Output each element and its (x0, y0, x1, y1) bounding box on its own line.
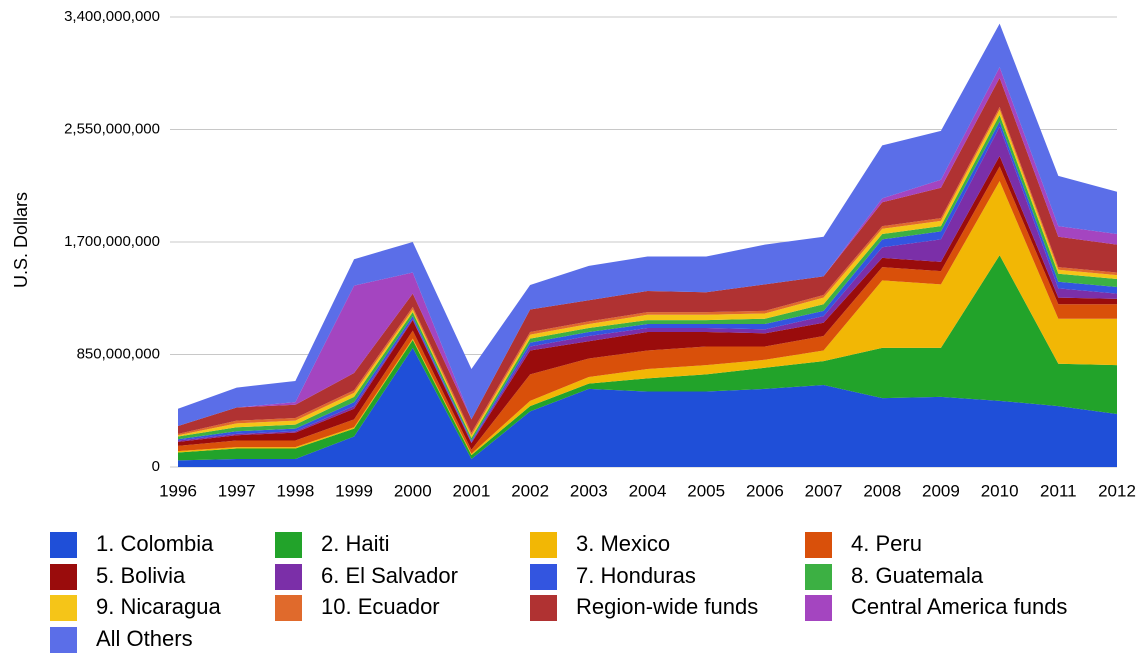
legend-swatch (275, 532, 302, 558)
legend-swatch (805, 595, 832, 621)
legend-swatch (50, 532, 77, 558)
legend-label: Central America funds (851, 594, 1067, 619)
area (178, 23, 1117, 426)
legend-label: 2. Haiti (321, 531, 389, 556)
legend-label: All Others (96, 626, 193, 651)
legend-label: 6. El Salvador (321, 563, 458, 588)
legend-swatch (275, 595, 302, 621)
legend-label: 8. Guatemala (851, 563, 984, 588)
y-tick-label: 850,000,000 (77, 345, 160, 362)
legend-label: 3. Mexico (576, 531, 670, 556)
legend-swatch (530, 564, 557, 590)
area (178, 347, 1117, 467)
area (178, 181, 1117, 456)
legend-label: 5. Bolivia (96, 563, 186, 588)
x-tick-label: 2008 (863, 481, 901, 500)
legend-label: 9. Nicaragua (96, 594, 222, 619)
legend-label: 10. Ecuador (321, 594, 440, 619)
x-tick-label: 2011 (1040, 481, 1077, 500)
y-tick-label: 1,700,000,000 (64, 233, 160, 250)
y-axis-label: U.S. Dollars (11, 192, 31, 288)
x-tick-label: 2012 (1098, 481, 1136, 500)
legend-label: 7. Honduras (576, 563, 696, 588)
x-tick-label: 1998 (276, 481, 314, 500)
x-tick-label: 2007 (805, 481, 843, 500)
x-tick-label: 1999 (335, 481, 373, 500)
legend-swatch (530, 532, 557, 558)
x-tick-label: 2003 (570, 481, 608, 500)
legend-swatch (805, 532, 832, 558)
x-tick-label: 2009 (922, 481, 960, 500)
x-tick-label: 2005 (687, 481, 725, 500)
legend-swatch (530, 595, 557, 621)
y-tick-label: 3,400,000,000 (64, 8, 160, 25)
x-tick-label: 2001 (453, 481, 491, 500)
y-tick-label: 2,550,000,000 (64, 120, 160, 137)
x-tick-label: 1997 (218, 481, 256, 500)
x-tick-label: 1996 (159, 481, 197, 500)
x-tick-label: 2010 (981, 481, 1019, 500)
y-tick-label: 0 (152, 458, 160, 475)
x-tick-label: 2000 (394, 481, 432, 500)
x-tick-label: 2004 (629, 481, 667, 500)
area (178, 255, 1117, 461)
legend-swatch (50, 595, 77, 621)
legend-label: Region-wide funds (576, 594, 758, 619)
legend-swatch (50, 564, 77, 590)
x-tick-label: 2006 (746, 481, 784, 500)
legend-swatch (275, 564, 302, 590)
legend-label: 1. Colombia (96, 531, 214, 556)
legend-swatch (50, 627, 77, 653)
x-tick-label: 2002 (511, 481, 549, 500)
legend-label: 4. Peru (851, 531, 922, 556)
legend-swatch (805, 564, 832, 590)
